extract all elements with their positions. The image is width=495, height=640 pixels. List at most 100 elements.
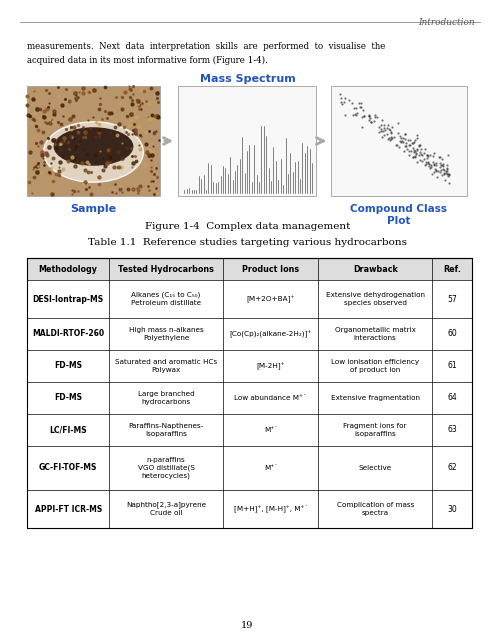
Point [416, 154, 424, 164]
Point [445, 177, 453, 188]
Point [380, 124, 388, 134]
Text: Organometallic matrix
interactions: Organometallic matrix interactions [335, 327, 416, 341]
Point [398, 136, 406, 146]
Text: 30: 30 [447, 504, 457, 513]
Point [366, 113, 374, 123]
Point [445, 169, 452, 179]
Point [439, 164, 446, 174]
Point [408, 138, 416, 148]
Point [351, 109, 359, 119]
Text: MALDI-RTOF-260: MALDI-RTOF-260 [32, 330, 104, 339]
Text: 19: 19 [242, 621, 253, 630]
Point [432, 166, 440, 177]
Text: Ref.: Ref. [443, 264, 461, 273]
Point [410, 145, 418, 156]
Point [365, 110, 373, 120]
Text: [M+2O+BA]⁺: [M+2O+BA]⁺ [247, 295, 295, 303]
Point [436, 167, 444, 177]
Point [377, 120, 385, 130]
Point [337, 97, 345, 107]
Text: Introduction: Introduction [419, 18, 475, 27]
Point [431, 148, 439, 158]
Bar [27, 86, 160, 196]
Text: acquired data in its most informative form (Figure 1-4).: acquired data in its most informative fo… [27, 56, 268, 65]
Point [420, 148, 428, 159]
Point [387, 134, 395, 144]
Point [399, 137, 407, 147]
Point [407, 146, 415, 156]
Point [432, 165, 440, 175]
Point [409, 143, 417, 153]
Text: M⁺˙: M⁺˙ [264, 427, 278, 433]
Point [421, 159, 429, 170]
Point [443, 163, 451, 173]
Point [365, 111, 373, 122]
Text: GC-FI-TOF-MS: GC-FI-TOF-MS [39, 463, 98, 472]
Point [336, 89, 344, 99]
Point [446, 168, 453, 179]
Text: Mass Spectrum: Mass Spectrum [199, 74, 296, 84]
Point [395, 127, 402, 138]
Point [352, 102, 360, 113]
Text: [M-2H]⁺: [M-2H]⁺ [256, 362, 285, 370]
Point [401, 134, 409, 144]
Point [416, 147, 424, 157]
Point [394, 140, 401, 150]
Bar [27, 258, 472, 528]
Point [396, 136, 403, 146]
Point [409, 138, 417, 148]
Point [439, 161, 447, 171]
Point [428, 160, 436, 170]
Text: [M+H]⁺, [M-H]⁺, M⁺˙: [M+H]⁺, [M-H]⁺, M⁺˙ [234, 505, 307, 513]
Point [435, 152, 443, 162]
Text: Fragment ions for
isoparaffins: Fragment ions for isoparaffins [344, 423, 407, 437]
Point [380, 120, 388, 130]
Point [413, 144, 421, 154]
Point [415, 150, 423, 160]
Point [431, 163, 439, 173]
Point [413, 132, 421, 143]
Text: Table 1.1  Reference studies targeting various hydrocarbons: Table 1.1 Reference studies targeting va… [88, 238, 407, 247]
Point [439, 159, 447, 169]
Point [418, 156, 426, 166]
Point [387, 127, 395, 137]
Point [412, 148, 420, 158]
Point [416, 140, 424, 150]
Point [413, 145, 421, 155]
Point [441, 168, 448, 178]
Text: APPI-FT ICR-MS: APPI-FT ICR-MS [35, 504, 102, 513]
Text: 64: 64 [447, 394, 457, 403]
Bar [27, 258, 472, 280]
Point [381, 124, 389, 134]
Point [352, 108, 360, 118]
Text: FD-MS: FD-MS [54, 362, 82, 371]
Text: Tested Hydrocarbons: Tested Hydrocarbons [118, 264, 214, 273]
Text: Methodology: Methodology [39, 264, 98, 273]
Text: Sample: Sample [70, 204, 116, 214]
Point [367, 116, 375, 127]
Point [443, 169, 451, 179]
Point [423, 152, 431, 163]
Point [428, 168, 436, 179]
Point [415, 141, 423, 151]
Point [438, 154, 446, 164]
Point [386, 134, 394, 145]
Ellipse shape [53, 127, 133, 166]
Point [387, 127, 395, 138]
Point [406, 140, 414, 150]
Point [375, 122, 383, 132]
Point [379, 126, 387, 136]
Point [386, 125, 394, 135]
Point [441, 168, 448, 179]
Point [412, 148, 420, 159]
Point [430, 167, 438, 177]
Point [358, 122, 366, 132]
Text: High mass n-alkanes
Polyethylene: High mass n-alkanes Polyethylene [129, 327, 203, 341]
Point [377, 124, 385, 134]
Point [422, 144, 430, 154]
Point [371, 112, 379, 122]
Point [410, 136, 418, 147]
Text: Product Ions: Product Ions [242, 264, 299, 273]
Point [402, 138, 410, 148]
Text: 63: 63 [447, 426, 457, 435]
